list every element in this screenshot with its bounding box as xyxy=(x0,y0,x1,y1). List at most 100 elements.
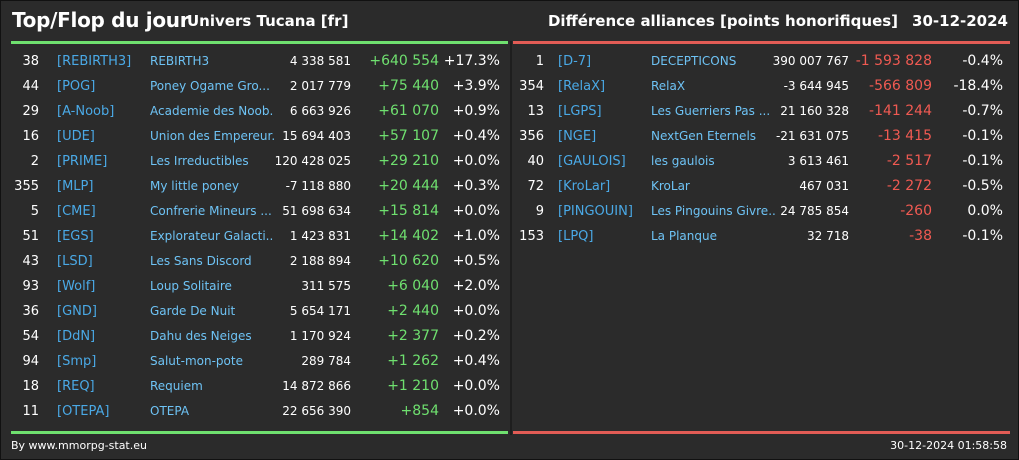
top-delta: +640 554 xyxy=(369,53,439,69)
top-delta: +1 210 xyxy=(387,378,439,394)
flop-rank: 354 xyxy=(519,79,544,94)
flop-rank: 40 xyxy=(527,154,544,169)
top-name: REBIRTH3 xyxy=(150,54,210,68)
top-tag: [UDE] xyxy=(57,129,95,144)
header: Top/Flop du jour Univers Tucana [fr] Dif… xyxy=(1,1,1019,41)
top-row: 2 [PRIME] Les Irreductibles 120 428 025 +29 … xyxy=(11,149,508,174)
top-points: 5 654 171 xyxy=(289,304,351,318)
header-date: 30-12-2024 xyxy=(912,12,1008,30)
flop-pct: -0.1% xyxy=(962,153,1003,169)
top-delta: +20 444 xyxy=(378,178,439,194)
flop-pct: 0.0% xyxy=(967,203,1003,219)
top-row: 18 [REQ] Requiem 14 872 866 +1 210 +0.0% xyxy=(11,374,508,399)
top-row: 5 [CME] Confrerie Mineurs ... 51 698 634 +15… xyxy=(11,199,508,224)
top-tag: [A-Noob] xyxy=(57,104,115,119)
flop-tag: [NGE] xyxy=(558,129,597,144)
flop-delta: -2 517 xyxy=(886,153,932,169)
flop-name: Les Guerriers Pas ... xyxy=(651,104,771,118)
top-name: Salut-mon-pote xyxy=(150,354,243,368)
top-pct: +0.4% xyxy=(452,128,500,144)
top-tag: [CME] xyxy=(57,204,96,219)
top-rank: 51 xyxy=(22,229,39,244)
flop-row: 40 [GAULOIS] les gaulois 3 613 461 -2 517 -0.… xyxy=(513,149,1010,174)
top-rank: 18 xyxy=(22,379,39,394)
flop-tag: [LPQ] xyxy=(558,229,594,244)
top-row: 11 [OTEPA] OTEPA 22 656 390 +854 +0.0% xyxy=(11,399,508,424)
top-name: Union des Empereur... xyxy=(150,129,274,143)
top-row: 94 [Smp] Salut-mon-pote 289 784 +1 262 +0.4% xyxy=(11,349,508,374)
flop-row: 356 [NGE] NextGen Eternels -21 631 075 -13 4… xyxy=(513,124,1010,149)
top-name: Poney Ogame Gro... xyxy=(150,79,270,93)
top-points: 1 423 831 xyxy=(289,229,351,243)
top-name: Academie des Noob... xyxy=(150,104,274,118)
flop-points: 390 007 767 xyxy=(772,54,849,68)
top-tag: [EGS] xyxy=(57,229,94,244)
top-rank: 355 xyxy=(14,179,39,194)
flop-name: La Planque xyxy=(651,229,717,243)
flop-delta: -1 593 828 xyxy=(855,53,932,69)
top-pct: +2.0% xyxy=(452,278,500,294)
top-row: 54 [DdN] Dahu des Neiges 1 170 924 +2 377 +0.… xyxy=(11,324,508,349)
top-tag: [MLP] xyxy=(57,179,94,194)
flop-rank: 72 xyxy=(527,179,544,194)
top-pct: +0.0% xyxy=(452,378,500,394)
flop-row: 9 [PINGOUIN] Les Pingouins Givre... 24 785 … xyxy=(513,199,1010,224)
top-pct: +3.9% xyxy=(452,78,500,94)
flop-tag: [KroLar] xyxy=(558,179,611,194)
top-rank: 44 xyxy=(22,79,39,94)
flop-points: -21 631 075 xyxy=(775,129,849,143)
top-tag: [LSD] xyxy=(57,254,93,269)
panel-divider xyxy=(510,41,512,435)
footer-credit: By www.mmorpg-stat.eu xyxy=(11,439,147,452)
top-name: Explorateur Galacti... xyxy=(150,229,274,243)
top-points: 1 170 924 xyxy=(289,329,351,343)
top-points: 15 694 403 xyxy=(282,129,351,143)
flop-rank: 13 xyxy=(527,104,544,119)
top-name: Garde De Nuit xyxy=(150,304,236,318)
top-points: 2 017 779 xyxy=(289,79,351,93)
top-row: 38 [REBIRTH3] REBIRTH3 4 338 581 +640 554 +17… xyxy=(11,49,508,74)
flop-name: Les Pingouins Givre... xyxy=(651,204,775,218)
flop-pct: -18.4% xyxy=(953,78,1003,94)
flop-row: 72 [KroLar] KroLar 467 031 -2 272 -0.5% xyxy=(513,174,1010,199)
flop-pct: -0.5% xyxy=(962,178,1003,194)
top-delta: +75 440 xyxy=(378,78,439,94)
top-name: Requiem xyxy=(150,379,203,393)
flop-name: KroLar xyxy=(651,179,690,193)
flop-points: -3 644 945 xyxy=(783,79,849,93)
top-pct: +0.0% xyxy=(452,403,500,419)
top-rank: 43 xyxy=(22,254,39,269)
top-rank: 38 xyxy=(22,54,39,69)
top-pct: +0.4% xyxy=(452,353,500,369)
universe-label: Univers Tucana [fr] xyxy=(187,12,349,30)
flop-delta: -38 xyxy=(909,228,932,244)
top-rank: 36 xyxy=(22,304,39,319)
top-pct: +0.0% xyxy=(452,153,500,169)
top-tag: [POG] xyxy=(57,79,96,94)
flop-delta: -260 xyxy=(900,203,932,219)
top-points: -7 118 880 xyxy=(285,179,351,193)
flop-name: NextGen Eternels xyxy=(651,129,757,143)
flop-panel-bottom-bar xyxy=(513,431,1010,434)
top-tag: [DdN] xyxy=(57,329,96,344)
top-row: 43 [LSD] Les Sans Discord 2 188 894 +10 620 +… xyxy=(11,249,508,274)
top-rank: 2 xyxy=(30,154,39,169)
flop-delta: -13 415 xyxy=(877,128,932,144)
top-name: OTEPA xyxy=(150,404,190,418)
header-right: Différence alliances [points honorifique… xyxy=(548,12,1008,30)
flop-row: 354 [RelaX] RelaX -3 644 945 -566 809 -18.4% xyxy=(513,74,1010,99)
top-name: My little poney xyxy=(150,179,239,193)
top-points: 4 338 581 xyxy=(289,54,351,68)
top-delta: +854 xyxy=(400,403,439,419)
top-rank: 16 xyxy=(22,129,39,144)
top-row: 16 [UDE] Union des Empereur... 15 694 403 +5… xyxy=(11,124,508,149)
top-tag: [Wolf] xyxy=(57,279,96,294)
top-rank: 5 xyxy=(30,204,39,219)
top-points: 22 656 390 xyxy=(282,404,351,418)
flop-delta: -566 809 xyxy=(869,78,932,94)
top-rank: 93 xyxy=(22,279,39,294)
top-pct: +0.0% xyxy=(452,203,500,219)
flop-panel: 1 [D-7] DECEPTICONS 390 007 767 -1 593 828 -0… xyxy=(513,41,1010,435)
top-points: 51 698 634 xyxy=(282,204,351,218)
